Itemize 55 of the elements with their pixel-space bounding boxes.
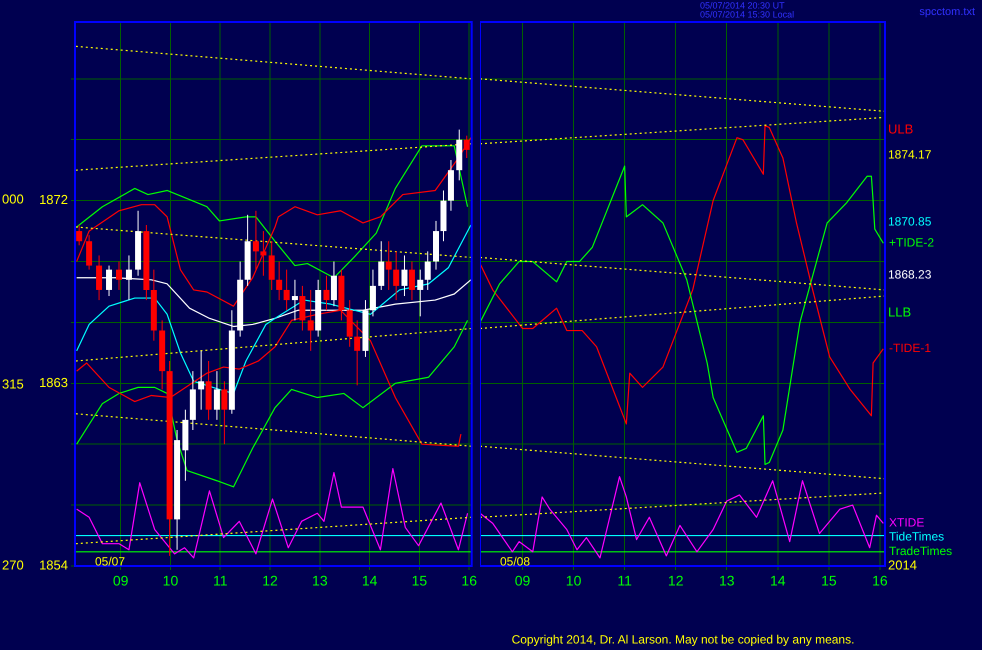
- candlestick: [393, 250, 400, 301]
- x-tick-label: 14: [770, 572, 786, 588]
- x-tick-label: 15: [821, 572, 837, 588]
- series-label: XTIDE: [889, 516, 924, 530]
- y-tick-label: 1872: [39, 192, 68, 208]
- candlestick: [214, 370, 220, 420]
- text: Copyright 2014, Dr. Al Larson. May not be copied by any means.: [512, 632, 854, 646]
- text: 2014: [888, 558, 917, 573]
- y-tick-label: 1863: [39, 374, 68, 390]
- text: LLB: [888, 304, 912, 320]
- x-tick-label: 14: [362, 572, 378, 588]
- text: 1874.17: [888, 147, 932, 162]
- x-tick-label: 12: [668, 572, 684, 588]
- text: ULB: [888, 122, 914, 137]
- text: 1870.85: [888, 214, 932, 228]
- x-tick-label: 09: [112, 572, 129, 588]
- x-tick-label: 16: [872, 572, 888, 588]
- text: 270: [2, 558, 24, 573]
- candlestick: [408, 261, 415, 301]
- x-tick-label: 11: [212, 572, 228, 588]
- candlestick: [260, 230, 266, 276]
- candlestick: [221, 380, 228, 445]
- candlestick: [323, 275, 330, 311]
- text: 1868.23: [888, 267, 932, 282]
- annotation: 05/07: [95, 554, 126, 568]
- x-tick-label: 10: [566, 572, 582, 588]
- candlestick: [116, 261, 122, 290]
- annotation: 05/08: [500, 554, 530, 568]
- candlestick: [284, 269, 290, 311]
- series-label: -TIDE-1: [889, 341, 932, 356]
- x-tick-label: 13: [312, 572, 328, 588]
- text: 315: [2, 376, 24, 392]
- candlestick: [76, 224, 82, 246]
- text: 05/07/2014 15:30 Local: [700, 9, 794, 20]
- text: 000: [2, 192, 24, 207]
- candlestick: [276, 261, 282, 301]
- x-tick-label: 16: [461, 572, 478, 588]
- series-label: +TIDE-2: [889, 236, 934, 250]
- candlestick: [386, 240, 392, 290]
- x-tick-label: 09: [514, 572, 531, 588]
- x-tick-label: 10: [162, 572, 178, 588]
- y-tick-label: 1854: [39, 558, 68, 573]
- candlestick: [401, 254, 408, 297]
- series-label: TideTimes: [889, 530, 944, 544]
- series-label: TradeTimes: [889, 544, 952, 558]
- x-tick-label: 13: [718, 572, 735, 588]
- text: spcctom.txt: [919, 6, 975, 18]
- candlestick: [354, 320, 360, 386]
- candlestick: [198, 350, 204, 410]
- candlestick: [424, 250, 431, 290]
- text: 05/07/2014 20:30 UT: [700, 0, 786, 10]
- x-tick-label: 15: [412, 572, 428, 588]
- x-tick-label: 11: [617, 572, 632, 588]
- candlestick: [252, 210, 259, 270]
- x-tick-label: 12: [262, 572, 278, 588]
